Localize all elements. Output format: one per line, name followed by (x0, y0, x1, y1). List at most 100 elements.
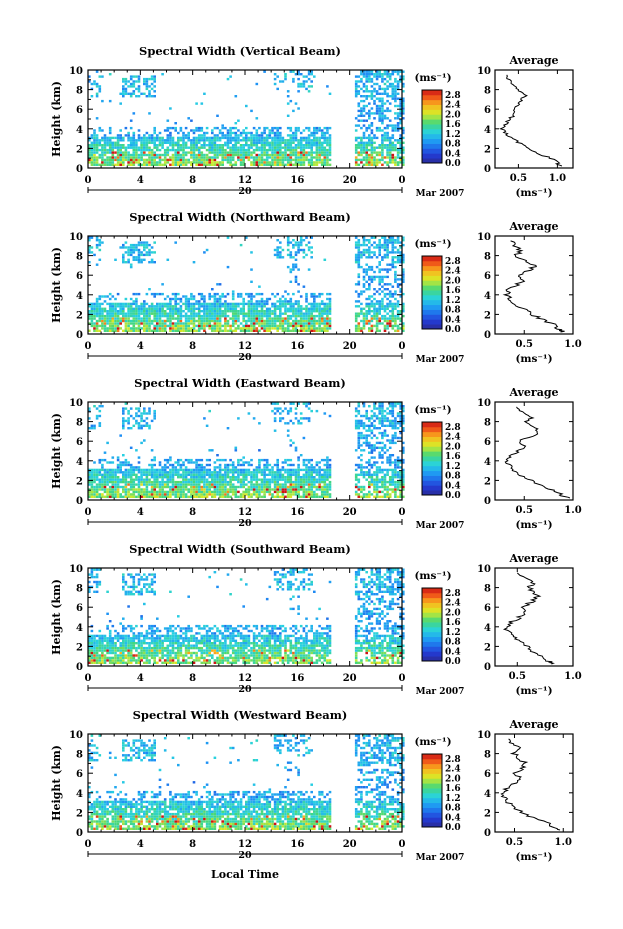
heatmap-cell (386, 163, 389, 166)
heatmap-cell (388, 85, 392, 88)
heatmap-cell (124, 251, 128, 254)
heatmap-cell (388, 77, 392, 81)
heatmap-cell (370, 124, 374, 127)
heatmap-cell (231, 153, 235, 157)
heatmap-cell (108, 126, 112, 130)
heatmap-cell (95, 263, 99, 266)
heatmap-cell (354, 90, 358, 93)
heatmap-cell (143, 468, 146, 472)
heatmap-cell (174, 148, 177, 152)
heatmap-cell (213, 322, 217, 325)
heatmap-cell (328, 307, 332, 310)
heatmap-cell (148, 163, 151, 166)
heatmap-cell (310, 151, 313, 154)
heatmap-cell (156, 153, 159, 157)
heatmap-cell (292, 490, 295, 494)
heatmap-cell (294, 158, 298, 162)
heatmap-cell (203, 319, 206, 323)
heatmap-cell (255, 131, 259, 135)
heatmap-cell (357, 158, 361, 162)
heatmap-cell (378, 153, 381, 157)
heatmap-cell (221, 163, 224, 166)
heatmap-cell (90, 246, 94, 249)
heatmap-cell (383, 102, 387, 105)
heatmap-cell (229, 310, 232, 313)
heatmap-cell (320, 163, 324, 166)
heatmap-cell (166, 466, 170, 469)
heatmap-cell (357, 261, 361, 264)
heatmap-cell (394, 322, 397, 325)
heatmap-cell (95, 324, 99, 328)
heatmap-cell (106, 312, 109, 315)
heatmap-cell (205, 468, 209, 472)
heatmap-cell (90, 144, 94, 147)
heatmap-cell (95, 139, 99, 142)
heatmap-cell (388, 124, 392, 127)
heatmap-cell (171, 483, 175, 486)
heatmap-cell (326, 327, 329, 330)
heatmap-cell (226, 139, 230, 142)
heatmap-cell (153, 139, 156, 142)
heatmap-cell (305, 153, 308, 157)
heatmap-cell (286, 163, 290, 166)
heatmap-cell (315, 307, 319, 310)
heatmap-cell (216, 471, 219, 474)
heatmap-cell (297, 310, 300, 313)
heatmap-cell (292, 305, 295, 308)
heatmap-cell (156, 478, 159, 481)
heatmap-cell (299, 158, 303, 162)
heatmap-cell (305, 476, 308, 479)
heatmap-cell (148, 427, 151, 430)
heatmap-cell (190, 317, 193, 320)
heatmap-cell (271, 148, 274, 152)
heatmap-cell (378, 70, 381, 73)
heatmap-cell (187, 297, 190, 301)
heatmap-cell (302, 153, 306, 157)
heatmap-cell (370, 85, 374, 88)
heatmap-cell (211, 307, 214, 310)
heatmap-cell (250, 327, 253, 330)
heatmap-cell (281, 324, 285, 328)
heatmap-cell (381, 151, 384, 154)
heatmap-cell (305, 158, 308, 162)
heatmap-cell (354, 95, 358, 98)
heatmap-cell (169, 156, 172, 159)
heatmap-cell (184, 327, 188, 330)
heatmap-cell (108, 161, 112, 164)
heatmap-cell (124, 302, 128, 306)
heatmap-cell (258, 163, 261, 166)
heatmap-cell (200, 480, 204, 484)
heatmap-cell (381, 112, 384, 115)
heatmap-cell (265, 480, 269, 484)
heatmap-cell (140, 251, 143, 254)
heatmap-cell (211, 493, 214, 496)
heatmap-cell (323, 327, 327, 330)
heatmap-cell (111, 314, 115, 318)
heatmap-cell (273, 158, 277, 162)
heatmap-cell (218, 327, 222, 330)
heatmap-cell (213, 461, 217, 464)
heatmap-cell (166, 129, 170, 132)
heatmap-cell (381, 236, 384, 239)
heatmap-cell (145, 478, 149, 481)
heatmap-cell (383, 161, 387, 164)
heatmap-cell (135, 300, 138, 303)
heatmap-cell (145, 480, 149, 484)
heatmap-cell (182, 134, 185, 137)
heatmap-cell (226, 292, 230, 296)
heatmap-cell (135, 302, 138, 306)
heatmap-cell (378, 114, 381, 117)
heatmap-cell (245, 461, 248, 464)
heatmap-cell (158, 480, 162, 484)
heatmap-cell (357, 90, 361, 93)
heatmap-cell (226, 151, 230, 154)
heatmap-cell (299, 305, 303, 308)
heatmap-cell (182, 483, 185, 486)
heatmap-cell (195, 300, 198, 303)
heatmap-cell (145, 312, 149, 315)
heatmap-cell (153, 131, 156, 135)
heatmap-cell (381, 144, 384, 147)
heatmap-cell (116, 158, 120, 162)
heatmap-cell (127, 319, 130, 323)
heatmap-cell (263, 310, 266, 313)
